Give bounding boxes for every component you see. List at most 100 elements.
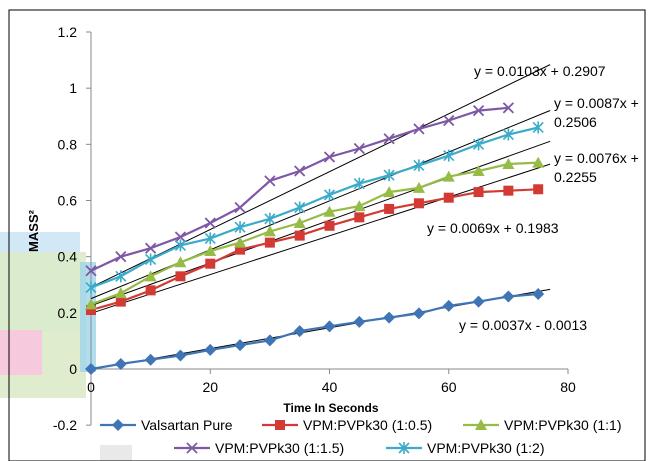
data-point — [264, 212, 276, 225]
data-point — [85, 265, 97, 277]
y-tick-label: 1.2 — [58, 24, 78, 40]
data-point — [204, 217, 216, 229]
asterisk-marker — [294, 201, 306, 214]
y-tick-label: 0.8 — [58, 136, 78, 152]
series-line — [90, 188, 539, 312]
data-point — [532, 156, 545, 168]
data-point — [502, 157, 515, 169]
data-point — [353, 315, 366, 328]
data-point — [413, 159, 425, 172]
data-point — [324, 220, 335, 231]
diamond-marker — [85, 363, 97, 375]
data-point — [112, 419, 124, 431]
data-point — [205, 258, 216, 269]
diamond-marker — [234, 339, 247, 352]
asterisk-marker — [413, 159, 425, 172]
x-marker — [502, 102, 515, 114]
trendline-equation: 0.2506 — [554, 114, 597, 130]
data-point — [115, 296, 126, 307]
data-point — [293, 325, 306, 338]
y-tick-label: 0.4 — [58, 249, 78, 265]
data-point — [384, 203, 395, 214]
grey-patch — [100, 445, 132, 461]
square-marker — [503, 185, 514, 196]
y-tick-label: 0 — [69, 361, 77, 377]
square-marker — [443, 192, 454, 203]
data-point — [174, 239, 187, 252]
square-marker — [354, 212, 365, 223]
legend-item: VPM:PVPk30 (1:0.5) — [262, 417, 432, 433]
data-point — [294, 165, 306, 177]
data-point — [353, 177, 365, 190]
data-point — [204, 232, 216, 245]
tick-labels: -0.2 0 0.2 0.4 0.6 0.8 1 1.2 0 20 40 60 80 — [53, 24, 576, 433]
data-point — [502, 128, 514, 141]
legend-item: Valsartan Pure — [100, 417, 233, 433]
trendline — [90, 140, 551, 307]
legend-item: VPM:PVPk30 (1:1.5) — [174, 440, 344, 456]
trendline-equations: y = 0.0103x + 0.2907 y = 0.0087x + 0.2506 y… — [427, 63, 639, 333]
trendline-equation: y = 0.0069x + 0.1983 — [427, 220, 559, 236]
legend-label: Valsartan Pure — [141, 417, 233, 433]
data-point — [442, 299, 455, 312]
diamond-marker — [112, 419, 124, 431]
triangle-marker — [204, 245, 217, 257]
data-point — [353, 142, 365, 155]
axes: -0.2 0 0.2 0.4 0.6 0.8 1 1.2 0 20 40 60 80 — [53, 24, 576, 433]
square-marker — [145, 285, 156, 296]
asterisk-marker — [353, 177, 365, 190]
data-point — [294, 230, 305, 241]
x-marker — [323, 151, 336, 163]
series-line — [90, 161, 539, 306]
triangle-marker — [114, 287, 127, 299]
square-marker — [413, 198, 424, 209]
data-point — [443, 149, 455, 162]
x-marker — [383, 133, 395, 145]
data-point — [294, 201, 306, 214]
triangle-marker — [412, 181, 425, 193]
square-marker — [324, 220, 335, 231]
square-marker — [275, 420, 285, 430]
asterisk-marker — [398, 442, 410, 454]
asterisk-marker — [145, 253, 157, 266]
data-point — [532, 288, 545, 301]
triangle-marker — [502, 157, 515, 169]
diamond-marker — [293, 325, 306, 338]
asterisk-marker — [443, 149, 455, 162]
trendline-equation: y = 0.0037x - 0.0013 — [459, 317, 587, 333]
data-point — [502, 102, 515, 114]
asterisk-marker — [323, 188, 336, 201]
square-marker — [235, 244, 246, 255]
trendline — [90, 64, 551, 288]
triangle-marker — [353, 200, 366, 212]
y-tick-label: 0.6 — [58, 193, 78, 209]
x-marker — [85, 265, 97, 277]
left-edge-artifacts — [0, 232, 132, 461]
data-point — [472, 138, 485, 151]
legend-label: VPM:PVPk30 (1:1.5) — [215, 440, 344, 456]
triangle-marker — [144, 270, 157, 282]
x-marker — [115, 251, 127, 263]
triangle-marker — [85, 298, 97, 310]
data-point — [234, 339, 247, 352]
diamond-marker — [263, 334, 276, 347]
square-marker — [384, 203, 395, 214]
data-point — [323, 320, 336, 333]
diamond-marker — [412, 307, 425, 320]
asterisk-marker — [383, 169, 395, 182]
data-point — [443, 114, 455, 127]
data-point — [472, 295, 485, 308]
triangle-marker — [442, 170, 455, 182]
asterisk-marker — [85, 281, 97, 294]
x-tick-label: 40 — [322, 379, 338, 395]
diamond-marker — [353, 315, 366, 328]
data-point — [502, 290, 515, 303]
asterisk-marker — [234, 221, 246, 234]
asterisk-marker — [502, 128, 514, 141]
data-point — [144, 242, 157, 254]
data-point — [114, 357, 127, 370]
data-point — [293, 216, 306, 228]
x-tick-label: 20 — [202, 379, 218, 395]
square-marker — [473, 187, 484, 198]
data-point — [85, 363, 97, 375]
